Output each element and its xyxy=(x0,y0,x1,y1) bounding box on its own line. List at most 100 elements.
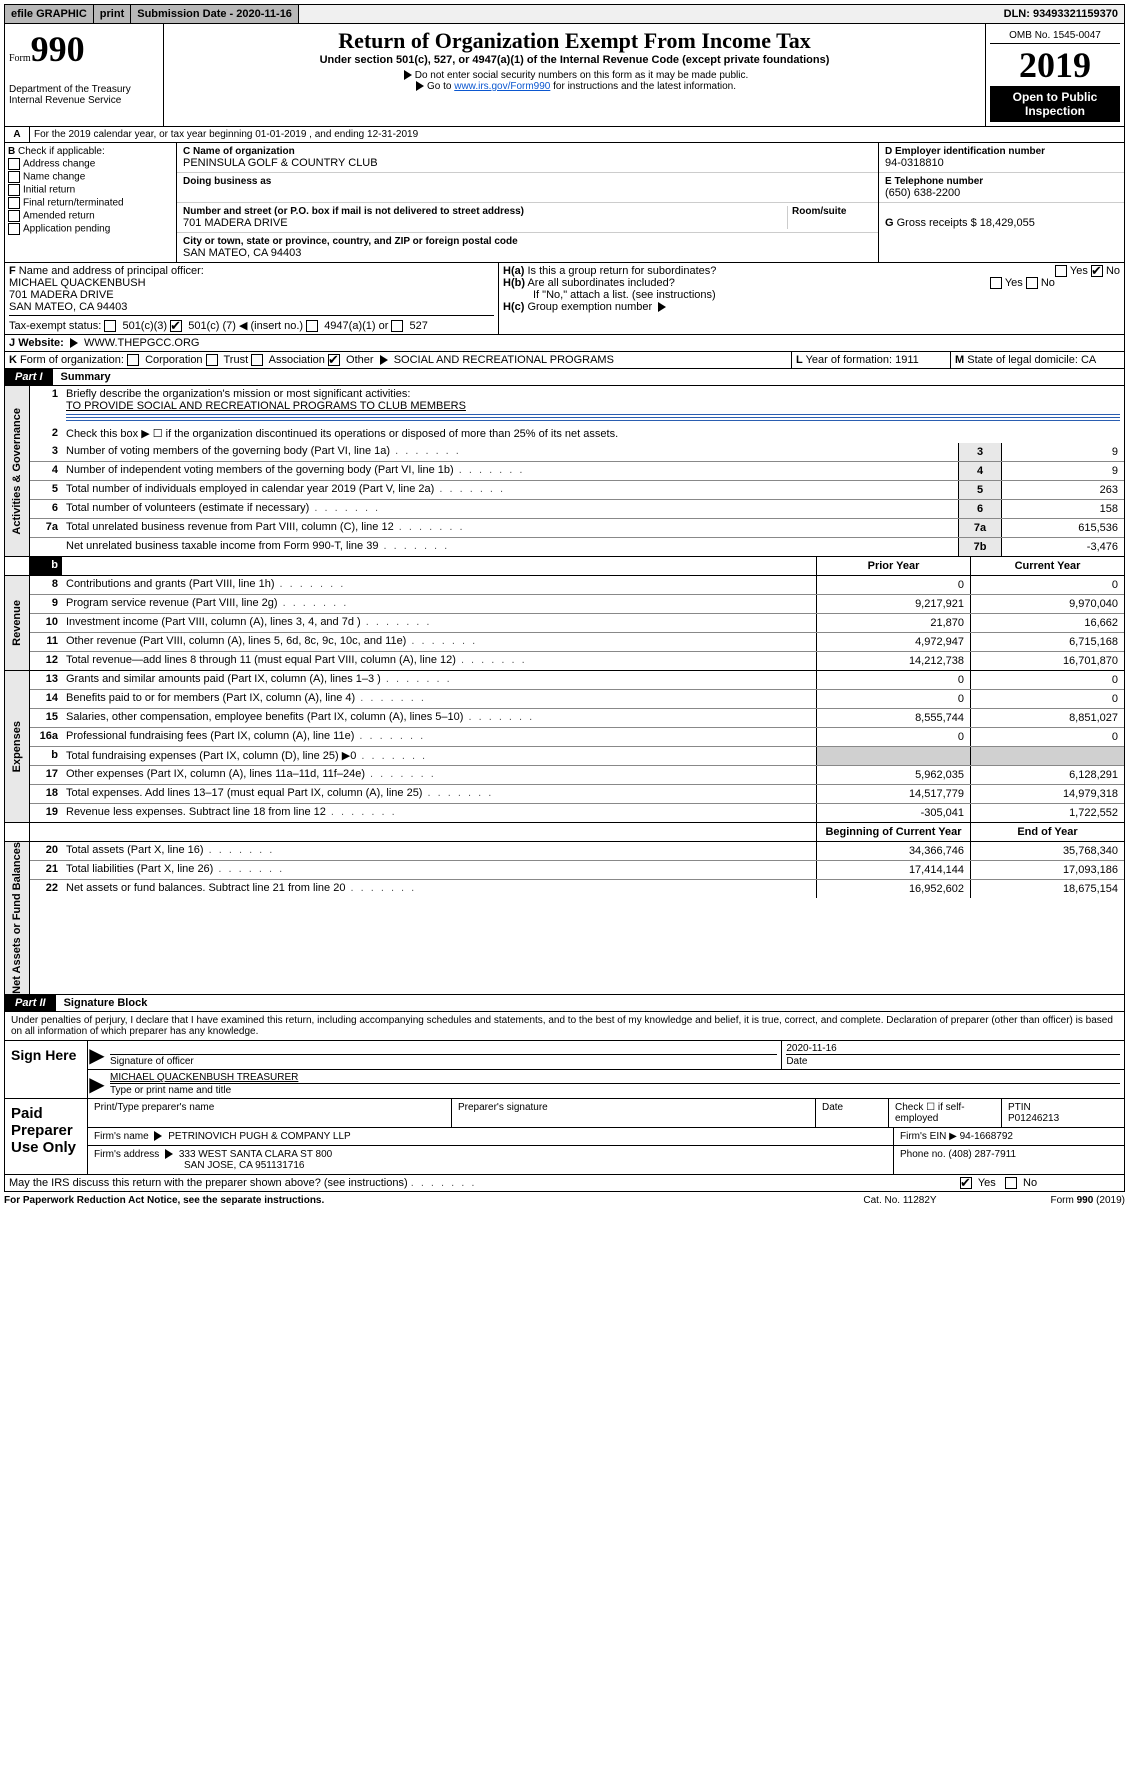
line-ref: 6 xyxy=(958,500,1001,518)
section-bcd: B Check if applicable: Address change Na… xyxy=(4,143,1125,263)
domicile: CA xyxy=(1081,354,1096,366)
tax-year: 2019 xyxy=(990,44,1120,86)
prior-value: 34,366,746 xyxy=(816,842,970,860)
label-address-change: Address change xyxy=(23,159,95,170)
part2-header: Part II Signature Block xyxy=(4,995,1125,1012)
part2-label: Part II xyxy=(5,995,56,1011)
checkbox-address[interactable] xyxy=(8,158,20,170)
firm-ein: 94-1668792 xyxy=(960,1131,1013,1142)
current-value: 0 xyxy=(970,690,1124,708)
hb-no[interactable] xyxy=(1026,277,1038,289)
goto-pre: Go to xyxy=(427,81,454,92)
form-label: Form xyxy=(9,53,31,64)
current-value: 14,979,318 xyxy=(970,785,1124,803)
org-name: PENINSULA GOLF & COUNTRY CLUB xyxy=(183,157,872,169)
prior-value: 8,555,744 xyxy=(816,709,970,727)
discuss-no[interactable] xyxy=(1005,1177,1017,1189)
perjury-statement: Under penalties of perjury, I declare th… xyxy=(4,1012,1125,1041)
current-value: 6,128,291 xyxy=(970,766,1124,784)
sign-date: 2020-11-16 xyxy=(786,1043,836,1054)
open-inspection: Open to Public Inspection xyxy=(990,86,1120,122)
firm-addr-label: Firm's address xyxy=(94,1149,159,1160)
sign-here-block: Sign Here ▶ Signature of officer 2020-11… xyxy=(4,1041,1125,1099)
city-label: City or town, state or province, country… xyxy=(183,236,872,247)
line-text: Grants and similar amounts paid (Part IX… xyxy=(62,671,816,689)
current-value: 9,970,040 xyxy=(970,595,1124,613)
ha-label: Is this a group return for subordinates? xyxy=(527,265,716,277)
cb-other[interactable] xyxy=(328,354,340,366)
checkbox-pending[interactable] xyxy=(8,223,20,235)
triangle-icon xyxy=(416,81,424,91)
firm-name: PETRINOVICH PUGH & COMPANY LLP xyxy=(168,1131,350,1142)
ha-no[interactable] xyxy=(1091,265,1103,277)
gross-receipts-label: Gross receipts $ xyxy=(897,217,977,229)
line-text: Total fundraising expenses (Part IX, col… xyxy=(62,747,816,765)
firm-phone-label: Phone no. xyxy=(900,1149,946,1160)
checkbox-final[interactable] xyxy=(8,197,20,209)
checkbox-501c[interactable] xyxy=(170,320,182,332)
triangle-icon xyxy=(154,1131,162,1141)
prior-value: -305,041 xyxy=(816,804,970,822)
current-value: 35,768,340 xyxy=(970,842,1124,860)
discuss-yes[interactable] xyxy=(960,1177,972,1189)
discuss-row: May the IRS discuss this return with the… xyxy=(4,1175,1125,1192)
label-amended: Amended return xyxy=(23,211,95,222)
line-text: Total number of individuals employed in … xyxy=(62,481,958,499)
checkbox-name[interactable] xyxy=(8,171,20,183)
line-ref: 7b xyxy=(958,538,1001,556)
preparer-date-label: Date xyxy=(816,1099,889,1127)
tax-exempt-label: Tax-exempt status: xyxy=(9,320,101,332)
cb-corp[interactable] xyxy=(127,354,139,366)
pra-notice: For Paperwork Reduction Act Notice, see … xyxy=(4,1195,825,1206)
part1-header: Part I Summary xyxy=(4,369,1125,386)
checkbox-4947[interactable] xyxy=(306,320,318,332)
date-label: Date xyxy=(786,1054,1120,1067)
other-value: SOCIAL AND RECREATIONAL PROGRAMS xyxy=(394,354,614,366)
line-text: Investment income (Part VIII, column (A)… xyxy=(62,614,816,632)
line-ref: 5 xyxy=(958,481,1001,499)
net-block: Net Assets or Fund Balances 20Total asse… xyxy=(4,842,1125,995)
form-title: Return of Organization Exempt From Incom… xyxy=(168,28,981,54)
cb-assoc[interactable] xyxy=(251,354,263,366)
end-year-header: End of Year xyxy=(970,823,1124,841)
dba-label: Doing business as xyxy=(183,176,872,187)
paid-label: Paid Preparer Use Only xyxy=(5,1099,88,1174)
hb-label: Are all subordinates included? xyxy=(527,277,674,289)
efile-button[interactable]: efile GRAPHIC xyxy=(5,5,94,23)
line-text: Number of voting members of the governin… xyxy=(62,443,958,461)
begin-year-header: Beginning of Current Year xyxy=(816,823,970,841)
irs-label: Internal Revenue Service xyxy=(9,95,159,106)
name-title-label: Type or print name and title xyxy=(110,1083,1120,1096)
label-initial: Initial return xyxy=(23,185,75,196)
prior-value: 0 xyxy=(816,671,970,689)
street-address: 701 MADERA DRIVE xyxy=(183,217,783,229)
checkbox-527[interactable] xyxy=(391,320,403,332)
form-org-label: Form of organization: xyxy=(20,354,124,366)
expenses-block: Expenses 13Grants and similar amounts pa… xyxy=(4,671,1125,823)
ein-value: 94-0318810 xyxy=(885,157,1118,169)
current-value: 16,701,870 xyxy=(970,652,1124,670)
prior-value: 0 xyxy=(816,690,970,708)
hb-yes[interactable] xyxy=(990,277,1002,289)
officer-name: MICHAEL QUACKENBUSH xyxy=(9,277,146,289)
website-value: WWW.THEPGCC.ORG xyxy=(84,337,200,349)
triangle-icon xyxy=(165,1149,173,1159)
officer-addr2: SAN MATEO, CA 94403 xyxy=(9,301,127,313)
gross-receipts-value: 18,429,055 xyxy=(980,217,1035,229)
cb-trust[interactable] xyxy=(206,354,218,366)
print-button[interactable]: print xyxy=(94,5,131,23)
checkbox-amended[interactable] xyxy=(8,210,20,222)
phone-label: Telephone number xyxy=(894,176,983,187)
checkbox-initial[interactable] xyxy=(8,184,20,196)
irs-link[interactable]: www.irs.gov/Form990 xyxy=(454,81,550,92)
part1-title: Summary xyxy=(53,369,119,385)
label-name-change: Name change xyxy=(23,172,85,183)
form-number: 990 xyxy=(31,29,85,69)
checkbox-501c3[interactable] xyxy=(104,320,116,332)
mission-text: TO PROVIDE SOCIAL AND RECREATIONAL PROGR… xyxy=(66,400,466,412)
ha-yes[interactable] xyxy=(1055,265,1067,277)
line-text: Other revenue (Part VIII, column (A), li… xyxy=(62,633,816,651)
cat-no: Cat. No. 11282Y xyxy=(825,1195,975,1206)
label-501c3: 501(c)(3) xyxy=(122,320,167,332)
current-value: 18,675,154 xyxy=(970,880,1124,898)
